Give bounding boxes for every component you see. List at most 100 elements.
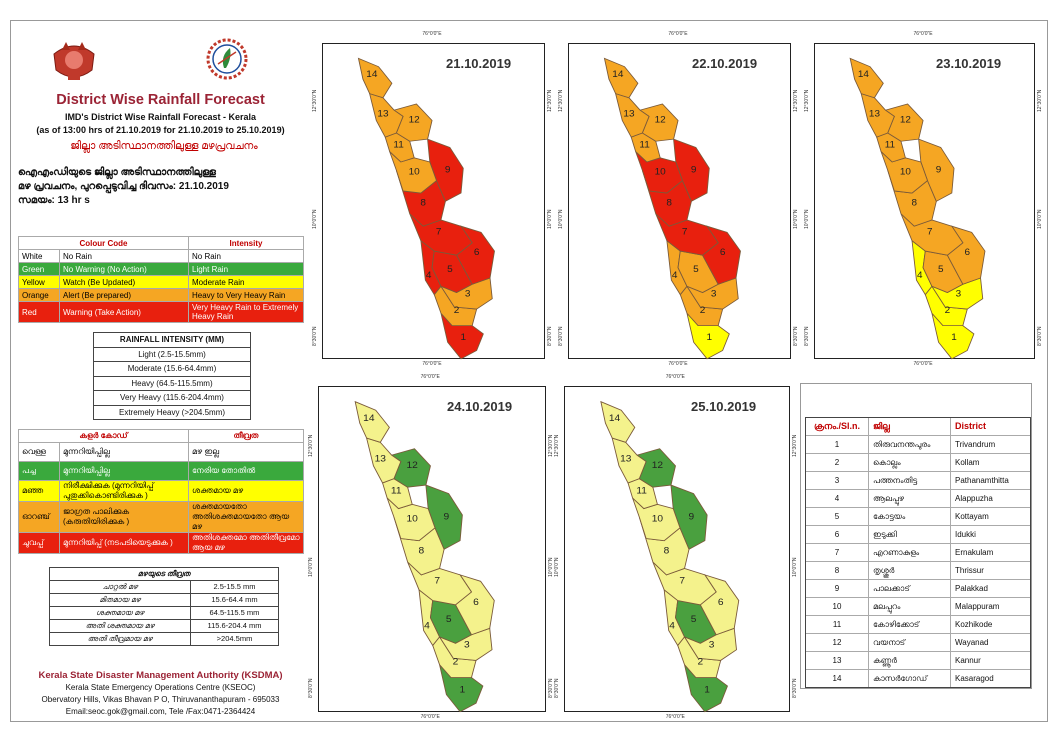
district-en-name: Palakkad [955, 584, 988, 593]
district-11-label: 11 [885, 140, 895, 151]
longitude-tick-bottom: 76°0'0"E [420, 714, 440, 720]
rainfall-intensity-row: Very Heavy (115.6-204.4mm) [94, 391, 250, 406]
ml-colour-code-table: കളർ കോഡ് തീവ്രത വെള്ള മുന്നറിയിപ്പില്ല മഴ … [18, 429, 304, 554]
longitude-tick-top: 76°0'0"E [422, 31, 442, 37]
ml-colour-code-code: ജാഗ്രത പാലിക്കുക (കരുതിയിരിക്കുക ) [59, 501, 189, 533]
latitude-tick-right: 10°0'0"N [547, 209, 553, 229]
legend-panel: District Wise Rainfall Forecast IMD's Di… [14, 24, 307, 720]
map-date-label: 21.10.2019 [446, 56, 512, 71]
ml-intensity-value: 2.5-15.5 mm [213, 582, 256, 591]
district-en-name: Malappuram [955, 602, 1000, 611]
ml-colour-code-row: പച്ച മുന്നറിയിപ്പില്ല നേരിയ തോതിൽ [18, 461, 304, 481]
latitude-tick-right: 8°30'0"N [793, 326, 799, 346]
forecast-map-panel: 1 2 3 4 5 6 7 8 9 10 11 12 13 14 25.10.2019 [564, 386, 790, 713]
ml-colour-code-intensity: ശക്തമായതോ അതിശക്തമായതോ ആയ മഴ [188, 501, 304, 533]
latitude-tick-left: 10°0'0"N [308, 557, 314, 578]
district-1-label: 1 [951, 332, 957, 343]
colour-code-colour-name: Orange [18, 288, 60, 302]
forecast-map-panel: 1 2 3 4 5 6 7 8 9 10 11 12 13 14 22.10.2019 [568, 43, 791, 360]
district-8-label: 8 [911, 198, 917, 209]
latitude-tick-left: 8°30'0"N [558, 326, 564, 346]
district-10-label: 10 [409, 167, 420, 178]
map-date-label: 23.10.2019 [936, 56, 1002, 71]
district-row: 1 തിരുവനന്തപുരം Trivandrum [806, 436, 1030, 454]
latitude-tick-left: 10°0'0"N [558, 209, 564, 229]
longitude-tick-top: 76°0'0"E [665, 374, 685, 380]
district-en-name: Kottayam [955, 512, 989, 521]
district-row: 12 വയനാട് Wayanad [806, 634, 1030, 652]
district-2-label: 2 [698, 657, 704, 668]
map-date-label: 25.10.2019 [691, 399, 757, 414]
district-14-shape [354, 400, 390, 443]
district-9-label: 9 [445, 165, 451, 176]
district-14-label: 14 [366, 69, 378, 80]
district-row: 9 പാലക്കാട് Palakkad [806, 580, 1030, 598]
district-4-label: 4 [424, 621, 430, 632]
colour-code-intensity: Heavy to Very Heavy Rain [188, 288, 304, 302]
district-5-label: 5 [691, 614, 697, 625]
district-no: 12 [806, 634, 869, 651]
district-table: ക്രനം./Sl.n. ജില്ല District 1 തിരുവനന്തപു… [805, 417, 1031, 688]
district-7-label: 7 [434, 576, 440, 587]
ml-issue-line-1: ഐഎംഡിയുടെ ജില്ലാ അടിസ്ഥാനത്തിലുള്ള [18, 167, 216, 178]
district-ml-name: ഇടുക്കി [869, 526, 951, 543]
colour-code-code: Watch (Be Updated) [59, 275, 189, 289]
colour-code-row: Green No Warning (No Action) Light Rain [18, 262, 304, 276]
ml-intensity-label: അതി തീവ്രമായ മഴ [50, 633, 191, 645]
district-row: 10 മലപ്പുറം Malappuram [806, 598, 1030, 616]
district-14-label: 14 [609, 413, 621, 424]
ml-colour-code-code: മുന്നറിയിപ്പ് (നടപടിയെടുക്കുക ) [59, 532, 189, 554]
district-3-label: 3 [709, 640, 715, 651]
ml-colour-code-row: ഓറഞ്ച് ജാഗ്രത പാലിക്കുക (കരുതിയിരിക്കുക )… [18, 501, 304, 533]
district-row: 13 കണ്ണൂർ Kannur [806, 652, 1030, 670]
footer-org: Kerala State Disaster Management Authori… [38, 670, 283, 681]
longitude-tick-top: 76°0'0"E [913, 31, 933, 37]
district-14-label: 14 [858, 69, 870, 80]
district-en-name: Alappuzha [955, 494, 993, 503]
district-row: 6 ഇടുക്കി Idukki [806, 526, 1030, 544]
ml-rainfall-intensity-row: മിതമായ മഴ 15.6-64.4 mm [50, 594, 278, 607]
colour-code-row: Red Warning (Take Action) Very Heavy Rain … [18, 301, 304, 323]
district-14-label: 14 [363, 413, 375, 424]
district-table-header: ക്രനം./Sl.n. ജില്ല District [806, 418, 1030, 436]
district-4-label: 4 [672, 270, 678, 281]
district-6-label: 6 [720, 247, 726, 258]
district-8-label: 8 [666, 198, 672, 209]
colour-code-row: Orange Alert (Be prepared) Heavy to Very H… [18, 288, 304, 302]
ml-colour-code-intensity: മഴ ഇല്ല [188, 442, 304, 462]
latitude-tick-left: 12°30'0"N [308, 434, 314, 457]
district-row: 7 എറണാകുളം Ernakulam [806, 544, 1030, 562]
forecast-map-panel: 1 2 3 4 5 6 7 8 9 10 11 12 13 14 23.10.2019 [814, 43, 1035, 360]
colour-code-code: Warning (Take Action) [59, 301, 189, 323]
district-12-label: 12 [652, 460, 663, 471]
district-11-label: 11 [393, 140, 403, 151]
district-ml-name: പാലക്കാട് [869, 580, 951, 597]
district-12-label: 12 [900, 115, 911, 126]
latitude-tick-left: 8°30'0"N [554, 678, 560, 698]
ml-colour-code-code: മുന്നറിയിപ്പില്ല [59, 461, 189, 481]
ml-colour-code-intensity: ശക്തമായ മഴ [188, 480, 304, 502]
district-no: 1 [806, 436, 869, 453]
colour-code-header: Colour Code Intensity [18, 236, 304, 250]
district-13-shape [860, 92, 895, 138]
ml-intensity-value: 115.6-204.4 mm [207, 621, 262, 630]
latitude-tick-right: 8°30'0"N [1037, 326, 1043, 346]
district-no: 2 [806, 454, 869, 471]
district-ml-name: പത്തനംതിട്ട [869, 472, 951, 489]
latitude-tick-right: 10°0'0"N [792, 557, 798, 578]
district-13-shape [368, 92, 404, 138]
district-ml-name: വയനാട് [869, 634, 951, 651]
latitude-tick-left: 10°0'0"N [554, 557, 560, 578]
district-en-name: Kollam [955, 458, 980, 467]
ml-intensity-heading: തീവ്രത [188, 429, 304, 443]
district-no-heading: ക്രനം./Sl.n. [806, 418, 869, 435]
ml-colour-code-code: നിരീക്ഷിക്കുക (മുന്നറിയിപ്പ് പുതുക്കികൊണ… [59, 480, 189, 502]
footer-centre: Kerala State Emergency Operations Centre… [65, 683, 256, 692]
rainfall-intensity-row: Extremely Heavy (>204.5mm) [118, 407, 226, 417]
district-ml-name: തൃശ്ശൂർ [869, 562, 951, 579]
district-3-label: 3 [465, 289, 471, 300]
footer-contact: Email:seoc.gok@gmail.com, Tele /Fax:0471… [65, 707, 256, 716]
district-13-label: 13 [620, 454, 632, 465]
